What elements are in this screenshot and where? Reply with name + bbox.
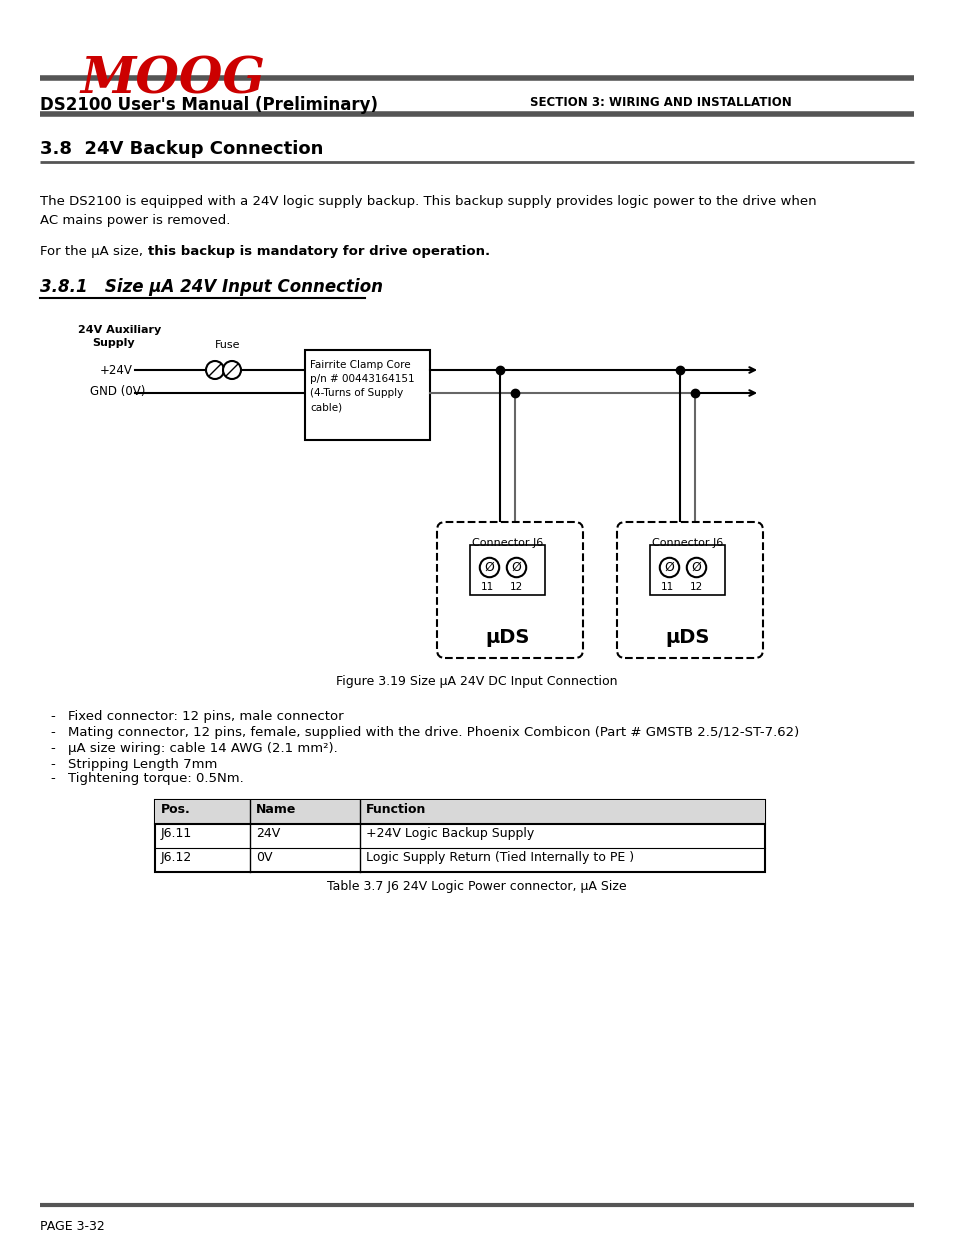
Text: DS2100 User's Manual (Preliminary): DS2100 User's Manual (Preliminary) bbox=[40, 96, 377, 114]
Text: 11: 11 bbox=[480, 582, 493, 592]
Text: +24V Logic Backup Supply: +24V Logic Backup Supply bbox=[366, 827, 534, 840]
Text: Mating connector, 12 pins, female, supplied with the drive. Phoenix Combicon (Pa: Mating connector, 12 pins, female, suppl… bbox=[68, 726, 799, 739]
Text: Tightening torque: 0.5Nm.: Tightening torque: 0.5Nm. bbox=[68, 772, 244, 785]
Text: Supply: Supply bbox=[91, 338, 134, 348]
FancyBboxPatch shape bbox=[436, 522, 582, 658]
Text: Stripping Length 7mm: Stripping Length 7mm bbox=[68, 758, 217, 771]
Text: -: - bbox=[50, 742, 54, 755]
Bar bbox=[154, 800, 764, 872]
Text: Pos.: Pos. bbox=[161, 803, 191, 816]
Text: Table 3.7 J6 24V Logic Power connector, μA Size: Table 3.7 J6 24V Logic Power connector, … bbox=[327, 881, 626, 893]
Text: MOOG: MOOG bbox=[80, 56, 265, 104]
Text: Logic Supply Return (Tied Internally to PE ): Logic Supply Return (Tied Internally to … bbox=[366, 851, 634, 864]
Text: Connector J6: Connector J6 bbox=[652, 538, 723, 548]
Bar bbox=[154, 800, 764, 824]
Text: 0V: 0V bbox=[255, 851, 273, 864]
Text: PAGE 3-32: PAGE 3-32 bbox=[40, 1220, 105, 1233]
Text: this backup is mandatory for drive operation.: this backup is mandatory for drive opera… bbox=[148, 245, 490, 258]
FancyBboxPatch shape bbox=[617, 522, 762, 658]
Text: The DS2100 is equipped with a 24V logic supply backup. This backup supply provid: The DS2100 is equipped with a 24V logic … bbox=[40, 195, 816, 227]
Text: J6.11: J6.11 bbox=[161, 827, 193, 840]
Text: 24V: 24V bbox=[255, 827, 280, 840]
Text: GND (0V): GND (0V) bbox=[90, 385, 145, 398]
Text: Fuse: Fuse bbox=[214, 340, 240, 350]
Text: μDS: μDS bbox=[665, 629, 709, 647]
Text: -: - bbox=[50, 758, 54, 771]
Text: Connector J6: Connector J6 bbox=[472, 538, 543, 548]
Text: 11: 11 bbox=[659, 582, 673, 592]
Bar bbox=[305, 350, 430, 440]
Text: J6.12: J6.12 bbox=[161, 851, 193, 864]
Text: μA size wiring: cable 14 AWG (2.1 mm²).: μA size wiring: cable 14 AWG (2.1 mm²). bbox=[68, 742, 337, 755]
Text: SECTION 3: WIRING AND INSTALLATION: SECTION 3: WIRING AND INSTALLATION bbox=[530, 96, 791, 109]
Text: Ø: Ø bbox=[483, 561, 494, 573]
Text: Function: Function bbox=[366, 803, 426, 816]
Circle shape bbox=[223, 361, 241, 379]
Circle shape bbox=[206, 361, 224, 379]
Text: 3.8  24V Backup Connection: 3.8 24V Backup Connection bbox=[40, 140, 323, 158]
Text: 12: 12 bbox=[689, 582, 702, 592]
Text: Fairrite Clamp Core: Fairrite Clamp Core bbox=[310, 359, 410, 370]
Text: Fixed connector: 12 pins, male connector: Fixed connector: 12 pins, male connector bbox=[68, 710, 343, 722]
Text: -: - bbox=[50, 726, 54, 739]
Text: For the μA size,: For the μA size, bbox=[40, 245, 147, 258]
Text: -: - bbox=[50, 710, 54, 722]
Text: μDS: μDS bbox=[485, 629, 530, 647]
Text: p/n # 00443164151: p/n # 00443164151 bbox=[310, 374, 415, 384]
Text: cable): cable) bbox=[310, 403, 342, 412]
Text: 12: 12 bbox=[509, 582, 522, 592]
Text: Ø: Ø bbox=[690, 561, 700, 573]
Text: 3.8.1   Size μA 24V Input Connection: 3.8.1 Size μA 24V Input Connection bbox=[40, 278, 382, 296]
Text: -: - bbox=[50, 772, 54, 785]
Bar bbox=[649, 545, 724, 595]
Text: 24V Auxiliary: 24V Auxiliary bbox=[78, 325, 161, 335]
Text: Name: Name bbox=[255, 803, 296, 816]
Text: +24V: +24V bbox=[100, 364, 132, 377]
Text: Ø: Ø bbox=[663, 561, 673, 573]
Text: (4-Turns of Supply: (4-Turns of Supply bbox=[310, 388, 403, 398]
Text: Ø: Ø bbox=[511, 561, 520, 573]
Text: Figure 3.19 Size μA 24V DC Input Connection: Figure 3.19 Size μA 24V DC Input Connect… bbox=[335, 676, 618, 688]
Bar bbox=[470, 545, 544, 595]
